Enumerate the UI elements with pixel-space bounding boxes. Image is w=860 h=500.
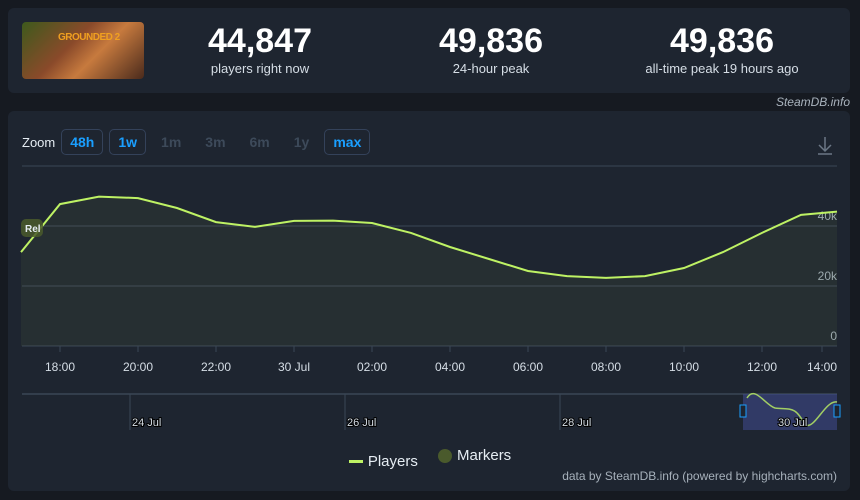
stat-current-players: 44,847 players right now bbox=[150, 22, 370, 76]
data-point[interactable] bbox=[409, 231, 413, 235]
navigator-left-handle[interactable] bbox=[739, 404, 747, 418]
x-tick-label: 12:00 bbox=[747, 360, 777, 374]
legend: Players Markers bbox=[0, 447, 860, 470]
data-point[interactable] bbox=[487, 257, 491, 261]
x-tick-label: 14:00 bbox=[807, 360, 837, 374]
data-point[interactable] bbox=[682, 266, 686, 270]
legend-label: Players bbox=[367, 452, 418, 470]
y-tick-label: 20k bbox=[818, 269, 838, 283]
data-point[interactable] bbox=[136, 196, 140, 200]
game-thumbnail[interactable]: GROUNDED 2 bbox=[22, 22, 144, 79]
zoom-6m-button[interactable]: 6m bbox=[249, 134, 270, 150]
navigator-date-label: 26 Jul bbox=[347, 417, 376, 429]
x-tick-label: 20:00 bbox=[123, 360, 153, 374]
data-point[interactable] bbox=[448, 245, 452, 249]
zoom-label: Zoom bbox=[22, 134, 56, 150]
data-point[interactable] bbox=[760, 231, 764, 235]
data-point[interactable] bbox=[835, 210, 839, 214]
x-tick-label: 10:00 bbox=[669, 360, 699, 374]
download-icon[interactable] bbox=[818, 137, 832, 155]
navigator-right-handle[interactable] bbox=[833, 404, 841, 418]
line-swatch-icon bbox=[348, 459, 363, 463]
legend-label: Markers bbox=[457, 447, 512, 464]
navigator-date-label: 24 Jul bbox=[132, 417, 161, 429]
data-point[interactable] bbox=[565, 274, 569, 278]
highcharts-credit[interactable]: data by SteamDB.info (powered by highcha… bbox=[562, 469, 837, 483]
data-point[interactable] bbox=[292, 219, 296, 223]
zoom-1y-button[interactable]: 1y bbox=[293, 134, 310, 150]
data-point[interactable] bbox=[97, 195, 101, 199]
stat-value: 49,836 bbox=[670, 22, 774, 60]
x-tick-label: 02:00 bbox=[357, 360, 387, 374]
game-logo: GROUNDED 2 bbox=[58, 32, 120, 43]
data-point[interactable] bbox=[721, 250, 725, 254]
navigator-selection[interactable] bbox=[743, 394, 837, 430]
data-point[interactable] bbox=[799, 213, 803, 217]
chart-card: Zoom 48h 1w 1m 3m 6m 1y max bbox=[8, 111, 850, 491]
x-tick-label: 08:00 bbox=[591, 360, 621, 374]
data-point[interactable] bbox=[19, 250, 23, 254]
zoom-1m-button[interactable]: 1m bbox=[161, 134, 182, 150]
marker-flag[interactable]: Rel bbox=[21, 219, 43, 237]
data-point[interactable] bbox=[643, 274, 647, 278]
zoom-1w-button[interactable]: 1w bbox=[109, 129, 147, 155]
navigator-series bbox=[746, 392, 838, 427]
legend-item-players[interactable]: Players bbox=[348, 452, 418, 470]
stat-value: 44,847 bbox=[208, 22, 312, 60]
x-tick-label: 22:00 bbox=[201, 360, 231, 374]
navigator-date-label: 28 Jul bbox=[562, 417, 591, 429]
data-point[interactable] bbox=[370, 221, 374, 225]
players-area bbox=[21, 196, 837, 346]
data-point[interactable] bbox=[604, 276, 608, 280]
navigator-date-label: 30 Jul bbox=[778, 417, 807, 429]
y-tick-label: 0 bbox=[830, 329, 837, 343]
data-point[interactable] bbox=[331, 219, 335, 223]
x-tick-label: 30 Jul bbox=[278, 360, 310, 374]
data-point[interactable] bbox=[58, 202, 62, 206]
x-tick-label: 18:00 bbox=[45, 360, 75, 374]
data-point[interactable] bbox=[253, 225, 257, 229]
x-tick-label: 04:00 bbox=[435, 360, 465, 374]
zoom-48h-button[interactable]: 48h bbox=[61, 129, 104, 155]
stat-label: players right now bbox=[210, 61, 310, 76]
zoom-selector: Zoom 48h 1w 1m 3m 6m 1y max bbox=[22, 129, 376, 155]
data-point[interactable] bbox=[214, 220, 218, 224]
stat-value: 49,836 bbox=[439, 22, 543, 60]
steamdb-credit[interactable]: SteamDB.info bbox=[775, 95, 850, 109]
stat-all-time-peak: 49,836 all-time peak 19 hours ago bbox=[612, 22, 832, 76]
data-point[interactable] bbox=[175, 206, 179, 210]
zoom-3m-button[interactable]: 3m bbox=[205, 134, 226, 150]
navigator[interactable]: 24 Jul 26 Jul 28 Jul 30 Jul bbox=[22, 392, 841, 430]
stat-label: 24-hour peak bbox=[452, 61, 530, 76]
legend-item-markers[interactable]: Markers bbox=[438, 447, 511, 464]
stat-label: all-time peak 19 hours ago bbox=[645, 61, 799, 76]
zoom-max-button[interactable]: max bbox=[324, 129, 371, 155]
players-line bbox=[20, 195, 838, 279]
circle-swatch-icon bbox=[438, 448, 453, 463]
marker-label: Rel bbox=[25, 224, 41, 235]
x-tick-label: 06:00 bbox=[513, 360, 543, 374]
stats-header: GROUNDED 2 44,847 players right now 49,8… bbox=[8, 8, 850, 93]
stat-24h-peak: 49,836 24-hour peak bbox=[381, 22, 601, 76]
data-point[interactable] bbox=[526, 269, 530, 273]
